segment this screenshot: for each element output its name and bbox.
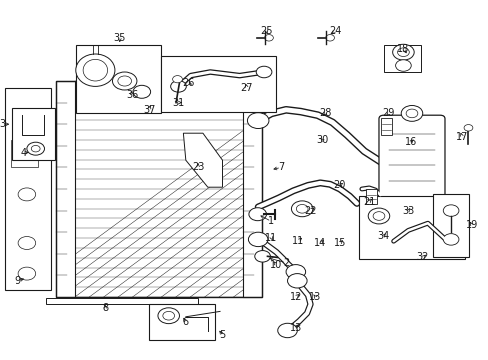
Circle shape [112,72,137,90]
Circle shape [392,44,413,60]
Ellipse shape [76,54,115,86]
Text: 10: 10 [269,260,282,270]
Text: 13: 13 [308,292,321,302]
Bar [365,189,376,204]
Text: 5: 5 [219,330,225,340]
Text: 29: 29 [382,108,394,118]
Circle shape [463,125,472,131]
Bar [149,304,215,340]
Circle shape [372,212,384,220]
Text: 3: 3 [0,119,5,129]
Circle shape [285,265,305,279]
Text: 13: 13 [289,323,302,333]
Text: 18: 18 [396,44,409,54]
Circle shape [296,204,307,213]
Circle shape [442,205,458,216]
Text: 16: 16 [404,137,416,147]
Circle shape [277,323,297,338]
Circle shape [18,188,36,201]
Text: 36: 36 [125,90,138,100]
Circle shape [405,109,417,118]
Circle shape [18,267,36,280]
Bar [243,81,261,297]
Circle shape [18,139,36,152]
Text: 30: 30 [316,135,328,145]
Text: 11: 11 [291,236,304,246]
Circle shape [172,76,182,83]
Text: 15: 15 [333,238,346,248]
Circle shape [264,35,273,41]
FancyBboxPatch shape [378,115,444,200]
Text: 17: 17 [455,132,468,142]
Text: 28: 28 [318,108,331,118]
Circle shape [18,237,36,249]
Bar [12,108,55,160]
Bar [56,81,75,297]
Polygon shape [183,133,222,187]
Text: 12: 12 [289,292,302,302]
Circle shape [18,109,36,122]
Bar [383,45,420,72]
Text: 37: 37 [142,105,155,115]
Bar [359,196,464,259]
Circle shape [170,81,186,92]
Circle shape [163,311,174,320]
Bar [432,194,468,257]
Bar [161,56,276,112]
Text: 27: 27 [240,83,253,93]
Circle shape [31,145,40,152]
Polygon shape [5,88,51,290]
Text: 31: 31 [172,98,184,108]
Text: 24: 24 [328,26,341,36]
Text: 2: 2 [283,258,288,268]
Text: 20: 20 [333,180,346,190]
Text: 35: 35 [113,33,126,43]
Circle shape [247,113,268,129]
Text: 9: 9 [14,276,20,286]
Bar [46,298,198,304]
Text: 34: 34 [377,231,389,241]
Text: 23: 23 [191,162,204,172]
Bar [56,81,261,297]
Circle shape [118,76,131,86]
Circle shape [442,234,458,245]
Circle shape [256,66,271,78]
Circle shape [397,48,408,57]
Circle shape [27,142,44,155]
Circle shape [291,201,312,217]
Circle shape [395,60,410,71]
Text: 8: 8 [102,303,108,313]
Bar [381,118,391,135]
Text: 11: 11 [264,233,277,243]
Text: 19: 19 [465,220,477,230]
Circle shape [325,35,334,41]
Circle shape [254,251,270,262]
Text: 4: 4 [20,148,26,158]
Text: 32: 32 [416,252,428,262]
Text: 26: 26 [182,78,194,88]
Circle shape [133,85,150,98]
Circle shape [287,274,306,288]
Circle shape [248,208,266,221]
Circle shape [400,105,422,121]
Text: 6: 6 [183,317,188,327]
Bar [11,140,38,167]
Text: 7: 7 [278,162,284,172]
Text: 1: 1 [268,216,274,226]
Text: 22: 22 [304,206,316,216]
Ellipse shape [83,59,107,81]
Text: 21: 21 [362,197,375,207]
Bar [76,45,161,113]
Text: 33: 33 [401,206,414,216]
Circle shape [248,232,267,247]
Text: 25: 25 [260,26,272,36]
Circle shape [158,308,179,324]
Circle shape [367,208,389,224]
Text: 14: 14 [313,238,326,248]
